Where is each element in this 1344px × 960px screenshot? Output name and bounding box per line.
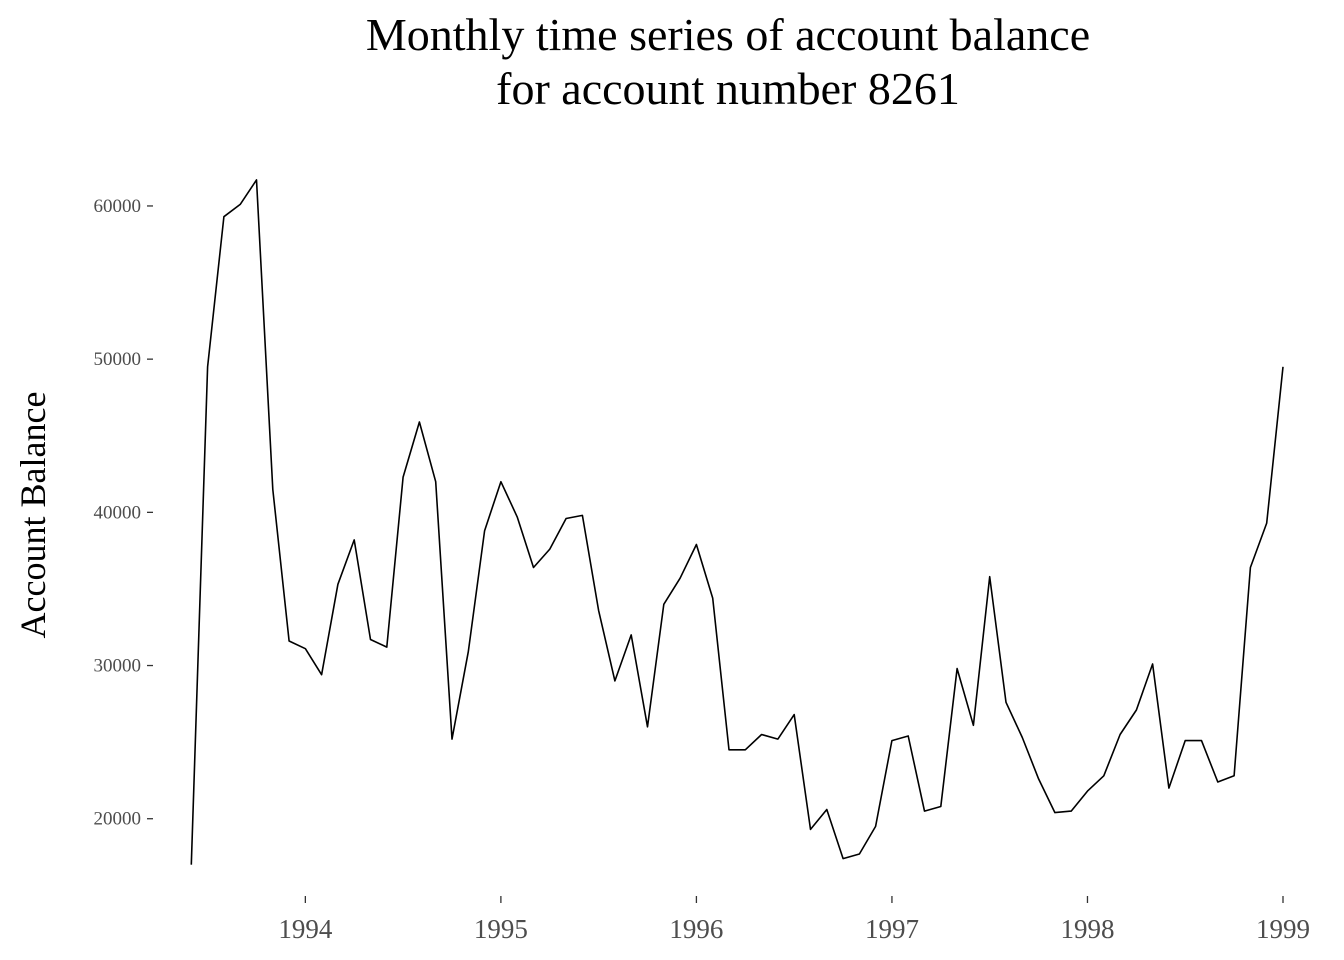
plot-area (190, 179, 1284, 865)
y-axis: 20000 30000 40000 50000 60000 (94, 196, 153, 830)
x-tick-label: 1997 (865, 914, 919, 944)
x-tick-label: 1994 (278, 914, 333, 944)
x-tick-label: 1999 (1256, 914, 1310, 944)
chart-title-line-1: Monthly time series of account balance (366, 9, 1090, 60)
y-tick-label: 30000 (94, 656, 142, 677)
y-tick-label: 60000 (94, 196, 142, 217)
chart-title-line-2: for account number 8261 (496, 63, 960, 114)
x-tick-label: 1995 (474, 914, 528, 944)
y-tick-label: 50000 (94, 349, 142, 370)
y-tick-label: 20000 (94, 809, 142, 830)
x-axis: 1994 1995 1996 1997 1998 1999 (278, 896, 1310, 944)
y-tick-label: 40000 (94, 502, 142, 523)
x-tick-label: 1996 (669, 914, 723, 944)
y-axis-title: Account Balance (13, 392, 53, 639)
x-tick-label: 1998 (1060, 914, 1114, 944)
series-line (190, 179, 1284, 865)
